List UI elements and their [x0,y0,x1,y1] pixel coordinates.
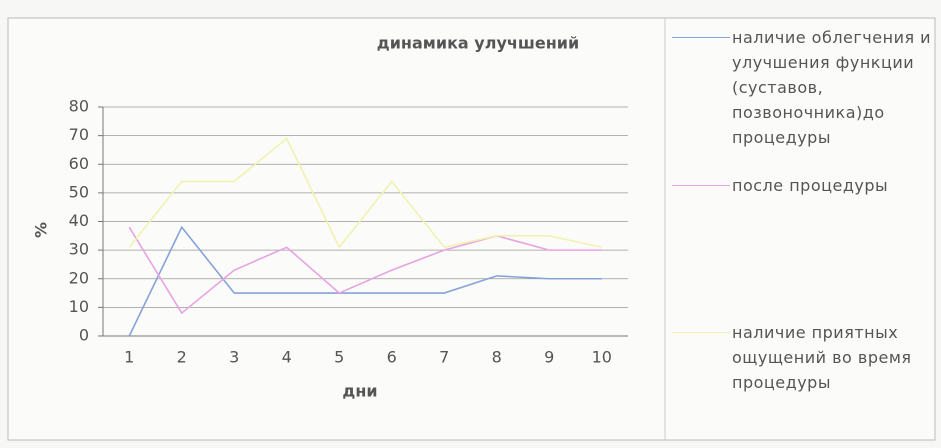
y-tick-label: 40 [69,211,89,230]
x-tick-label: 6 [387,348,397,367]
chart-title: динамика улучшений [377,34,579,53]
y-axis-label: % [32,222,51,238]
y-tick-label: 80 [69,97,89,116]
chart-frame [7,17,936,441]
x-tick-label: 4 [282,348,292,367]
legend-swatch [672,332,730,333]
y-tick-label: 20 [69,268,89,287]
legend-label: после процедуры [732,176,889,195]
x-tick-label: 3 [229,348,239,367]
x-tick-label: 8 [492,348,502,367]
x-tick-label: 10 [592,348,612,367]
y-tick-label: 70 [69,125,89,144]
x-axis-label: дни [342,382,377,401]
x-tick-label: 9 [544,348,554,367]
legend-swatch [672,185,730,186]
x-tick-label: 1 [124,348,134,367]
legend-label: наличие приятных ощущений во время проце… [732,323,912,392]
x-tick-label: 5 [334,348,344,367]
x-tick-label: 2 [177,348,187,367]
y-tick-label: 30 [69,240,89,259]
series-line [128,226,602,315]
y-tick-label: 60 [69,154,89,173]
y-tick-label: 50 [69,182,89,201]
y-tick-label: 10 [69,297,89,316]
x-tick-label: 7 [439,348,449,367]
series-line [128,225,602,337]
legend-swatch [672,37,730,38]
series-line [128,137,602,249]
y-tick-label: 0 [79,326,89,345]
legend-label: наличие облегчения и улучшения функции (… [732,28,932,147]
